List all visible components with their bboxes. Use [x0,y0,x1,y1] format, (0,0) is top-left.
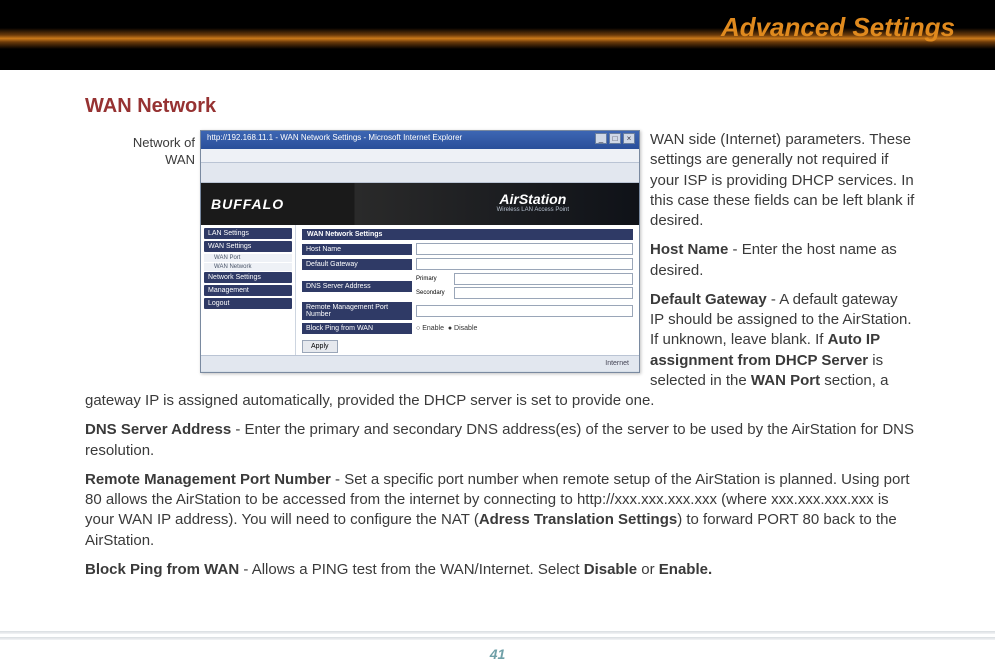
header-band: Advanced Settings [0,0,995,70]
footer-divider [0,631,995,634]
paragraph-dns: DNS Server Address - Enter the primary a… [85,420,915,461]
footer-divider [0,637,995,640]
paragraph-remote-port: Remote Management Port Number - Set a sp… [85,470,915,551]
paragraph-block-ping: Block Ping from WAN - Allows a PING test… [85,560,915,580]
body-text: WAN side (Internet) parameters. These se… [85,130,915,589]
page-header-title: Advanced Settings [721,12,955,43]
page-number: 41 [0,646,995,662]
section-title: WAN Network [85,95,216,118]
